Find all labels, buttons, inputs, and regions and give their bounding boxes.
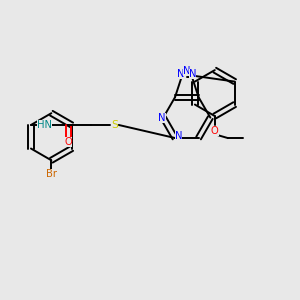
Text: O: O [64, 137, 72, 147]
Text: N: N [189, 69, 196, 79]
Text: N: N [177, 69, 185, 79]
Text: N: N [183, 66, 190, 76]
Text: S: S [111, 120, 118, 130]
Text: HN: HN [37, 120, 52, 130]
Text: O: O [211, 126, 219, 136]
Text: Br: Br [46, 169, 57, 179]
Text: N: N [175, 131, 182, 141]
Text: N: N [158, 112, 166, 123]
